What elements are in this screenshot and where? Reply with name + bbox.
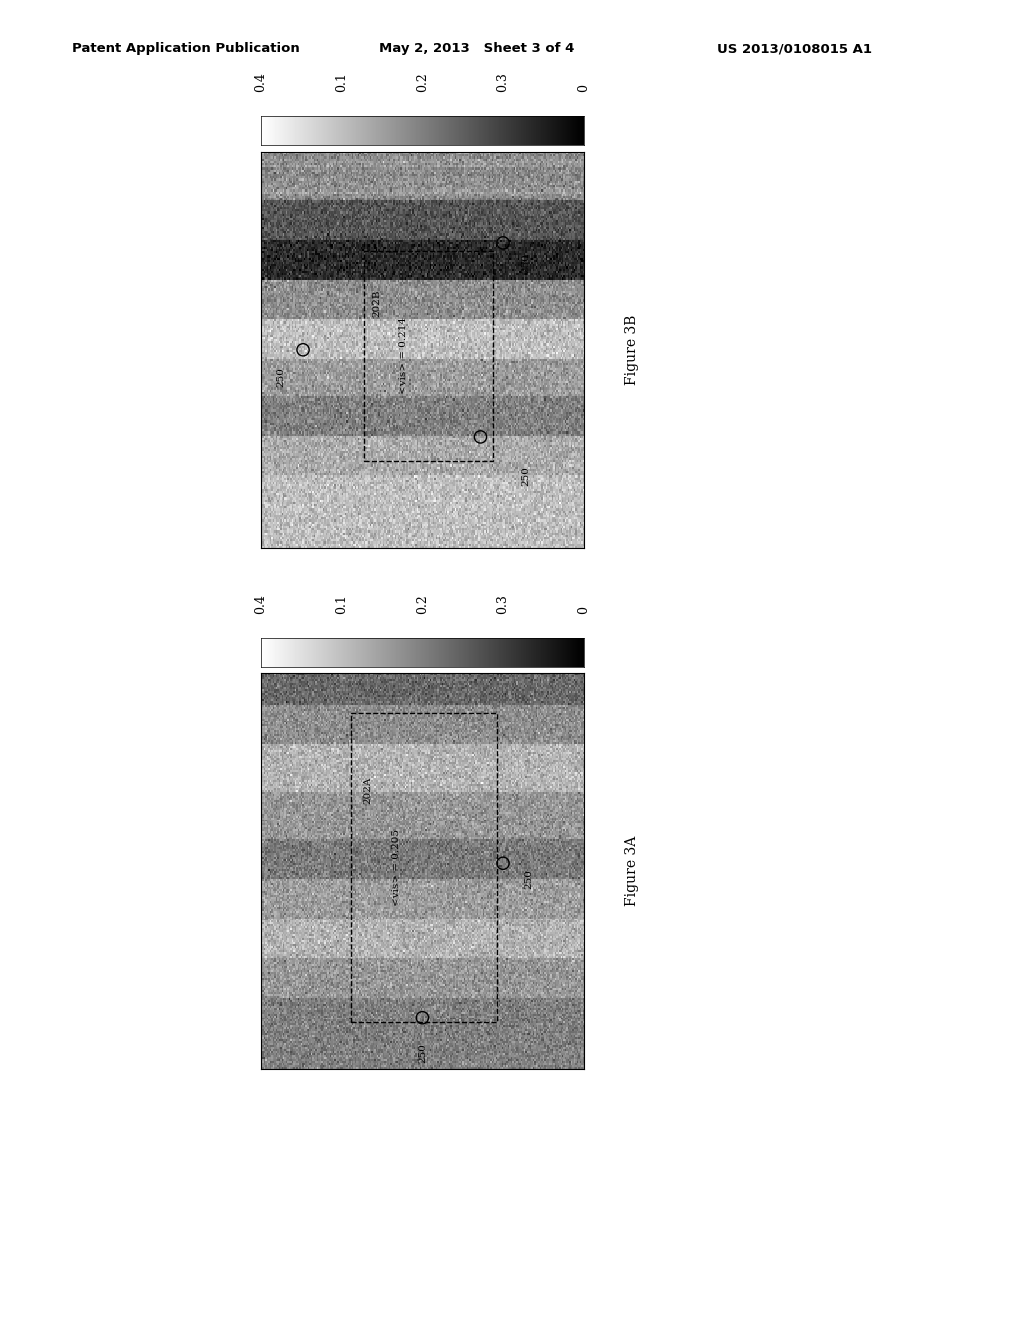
Text: 0.3: 0.3 (497, 594, 510, 614)
Text: 0.3: 0.3 (497, 73, 510, 92)
Bar (365, 251, 494, 461)
Text: 0.2: 0.2 (416, 73, 429, 92)
Text: 0.4: 0.4 (255, 73, 267, 92)
Text: 0.1: 0.1 (335, 73, 348, 92)
Text: Figure 3A: Figure 3A (625, 836, 639, 907)
Text: May 2, 2013   Sheet 3 of 4: May 2, 2013 Sheet 3 of 4 (379, 42, 574, 55)
Text: 0.1: 0.1 (335, 594, 348, 614)
Text: 0.2: 0.2 (416, 594, 429, 614)
Text: 0: 0 (578, 84, 590, 92)
Bar (351, 713, 497, 1022)
Text: US 2013/0108015 A1: US 2013/0108015 A1 (717, 42, 871, 55)
Text: Figure 3B: Figure 3B (625, 314, 639, 385)
Text: 202B: 202B (373, 289, 382, 317)
Text: <vis> = 0.205: <vis> = 0.205 (392, 829, 401, 906)
Text: 0: 0 (578, 606, 590, 614)
Text: 250: 250 (418, 1043, 427, 1064)
Text: 250: 250 (276, 367, 285, 388)
Text: 202A: 202A (364, 776, 372, 804)
Text: 0.4: 0.4 (255, 594, 267, 614)
Text: Patent Application Publication: Patent Application Publication (72, 42, 299, 55)
Text: <vis> = 0.214: <vis> = 0.214 (398, 317, 408, 395)
Text: 250: 250 (521, 252, 530, 273)
Text: 250: 250 (524, 869, 534, 890)
Text: 250: 250 (521, 466, 530, 487)
